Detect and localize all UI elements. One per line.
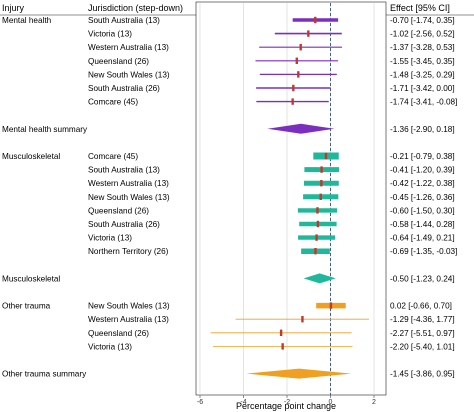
- jurisdiction-label: South Australia (26): [88, 84, 160, 93]
- jurisdiction-label: Victoria (13): [88, 30, 132, 39]
- effect-label: -1.02 [-2.56, 0.52]: [390, 30, 455, 39]
- group-label: Musculoskeletal: [2, 152, 60, 161]
- plot-panel: [195, 1, 387, 396]
- point-estimate: [299, 44, 302, 51]
- effect-label: -0.60 [-1.50, 0.30]: [390, 206, 455, 215]
- point-estimate: [315, 234, 318, 241]
- point-estimate: [314, 16, 317, 24]
- data-marks: [210, 16, 369, 379]
- summary-diamond: [267, 123, 335, 134]
- point-estimate: [319, 193, 322, 200]
- x-tick-label: 2: [372, 399, 376, 406]
- row-labels: Mental health South Australia (13) -0.70 […: [2, 16, 457, 379]
- effect-label: -0.69 [-1.35, -0.03]: [390, 247, 457, 256]
- effect-label: -0.45 [-1.26, 0.36]: [390, 193, 455, 202]
- effect-label: -1.55 [-3.45, 0.35]: [390, 57, 455, 66]
- group-label: Mental health summary: [2, 125, 88, 134]
- effect-label: -2.20 [-5.40, 1.01]: [390, 342, 455, 351]
- jurisdiction-label: South Australia (13): [88, 16, 160, 25]
- jurisdiction-label: Victoria (13): [88, 234, 132, 243]
- point-estimate: [291, 98, 294, 105]
- jurisdiction-label: Western Australia (13): [88, 179, 169, 188]
- effect-label: -0.50 [-1.23, 0.24]: [390, 274, 455, 283]
- jurisdiction-label: Queensland (26): [88, 329, 149, 338]
- group-label: Musculoskeletal: [2, 274, 60, 283]
- effect-label: -0.58 [-1.44, 0.28]: [390, 220, 455, 229]
- jurisdiction-label: Queensland (26): [88, 57, 149, 66]
- jurisdiction-label: South Australia (26): [88, 220, 160, 229]
- effect-label: -1.36 [-2.90, 0.18]: [390, 125, 455, 134]
- header-injury: Injury: [2, 3, 25, 13]
- jurisdiction-label: Western Australia (13): [88, 315, 169, 324]
- point-estimate: [329, 302, 333, 309]
- group-label: Other trauma summary: [2, 370, 87, 379]
- point-estimate: [316, 207, 319, 214]
- header-jurisdiction: Jurisdiction (step-down): [88, 3, 183, 13]
- effect-label: -1.71 [-3.42, 0.00]: [390, 84, 455, 93]
- point-estimate: [320, 180, 323, 187]
- effect-label: -1.74 [-3.41, -0.08]: [390, 98, 457, 107]
- jurisdiction-label: New South Wales (13): [88, 70, 170, 79]
- summary-diamond: [303, 273, 336, 284]
- effect-label: -1.37 [-3.28, 0.53]: [390, 43, 455, 52]
- point-estimate: [281, 343, 284, 350]
- x-tick-label: 0: [329, 399, 333, 406]
- jurisdiction-label: Northern Territory (26): [88, 247, 169, 256]
- effect-label: -1.45 [-3.86, 0.95]: [390, 370, 455, 379]
- effect-label: -1.29 [-4.36, 1.77]: [390, 315, 455, 324]
- jurisdiction-label: Queensland (26): [88, 206, 149, 215]
- x-tick-label: -2: [284, 399, 290, 406]
- point-estimate: [301, 316, 304, 323]
- group-label: Mental health: [2, 16, 52, 25]
- jurisdiction-label: New South Wales (13): [88, 302, 170, 311]
- jurisdiction-label: Comcare (45): [88, 98, 138, 107]
- effect-label: -2.27 [-5.51, 0.97]: [390, 329, 455, 338]
- x-axis-label: Percentage point change: [236, 401, 336, 411]
- jurisdiction-label: South Australia (13): [88, 166, 160, 175]
- effect-label: -0.41 [-1.20, 0.39]: [390, 166, 455, 175]
- group-label: Other trauma: [2, 302, 51, 311]
- effect-label: -1.48 [-3.25, 0.29]: [390, 70, 455, 79]
- point-estimate: [279, 329, 283, 336]
- effect-label: 0.02 [-0.66, 0.70]: [390, 302, 452, 311]
- header-effect: Effect [95% CI]: [390, 3, 450, 13]
- effect-label: -0.21 [-0.79, 0.38]: [390, 152, 455, 161]
- point-estimate: [307, 30, 310, 37]
- point-estimate: [292, 84, 295, 92]
- point-estimate: [314, 248, 317, 255]
- effect-label: -0.70 [-1.74, 0.35]: [390, 16, 455, 25]
- x-axis: -6 -4 -2 0 2: [197, 395, 376, 406]
- summary-diamond: [246, 368, 352, 379]
- point-estimate: [316, 220, 320, 228]
- effect-label: -0.64 [-1.49, 0.21]: [390, 234, 455, 243]
- jurisdiction-label: Comcare (45): [88, 152, 138, 161]
- jurisdiction-label: Western Australia (13): [88, 43, 169, 52]
- point-estimate: [324, 152, 328, 160]
- x-tick-label: -4: [240, 399, 246, 406]
- effect-label: -0.42 [-1.22, 0.38]: [390, 179, 455, 188]
- point-estimate: [295, 57, 298, 64]
- point-estimate: [320, 166, 323, 173]
- jurisdiction-label: New South Wales (13): [88, 193, 170, 202]
- x-tick-label: -6: [197, 399, 203, 406]
- jurisdiction-label: Victoria (13): [88, 342, 132, 351]
- point-estimate: [297, 71, 300, 78]
